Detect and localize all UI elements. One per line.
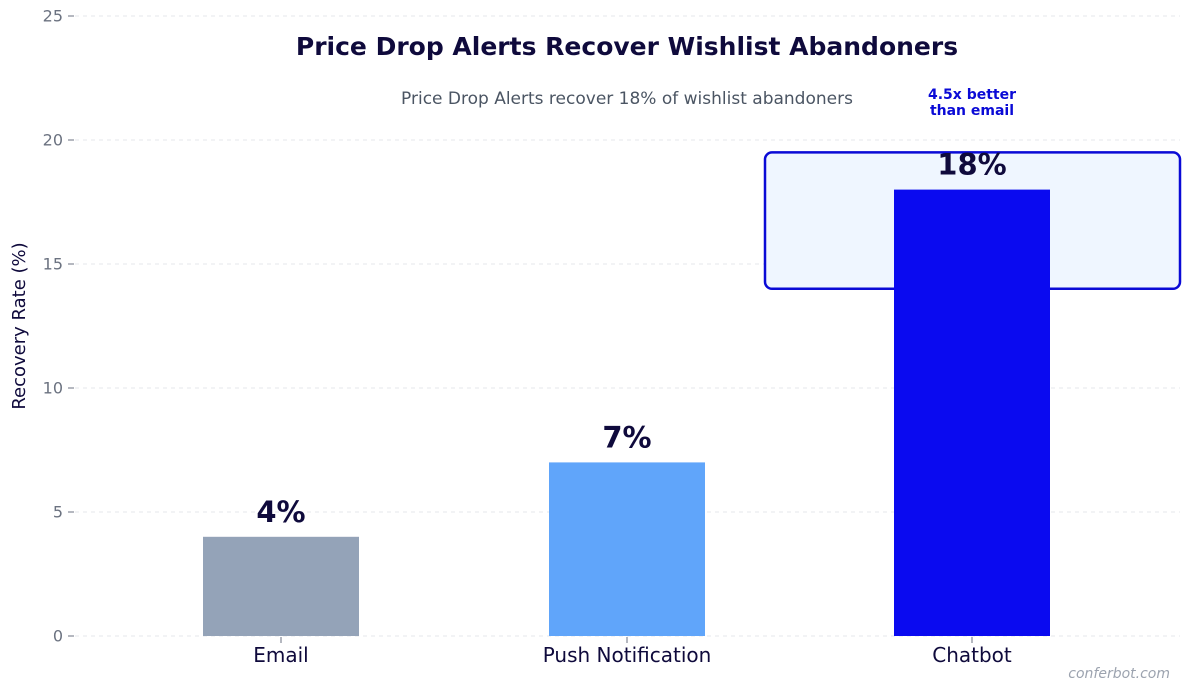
annotation-line-0: 4.5x better [928,87,1016,103]
x-tick-label-email: Email [253,643,309,667]
chart-subtitle: Price Drop Alerts recover 18% of wishlis… [401,89,853,109]
x-axis-ticks: Email Push Notification Chatbot [253,637,1012,667]
y-tick-label-25: 25 [43,7,63,26]
x-tick-label-push-notification: Push Notification [543,643,712,667]
bar-push-notification [549,462,705,636]
value-label-email: 4% [256,495,305,529]
y-axis-label: Recovery Rate (%) [9,242,30,409]
x-tick-label-chatbot: Chatbot [932,643,1012,667]
y-axis-ticks: 0 5 10 15 20 25 [43,7,74,646]
watermark: conferbot.com [1068,666,1170,682]
y-tick-label-5: 5 [53,503,63,522]
bar-chatbot [894,189,1050,636]
y-tick-label-0: 0 [53,627,63,646]
y-tick-label-15: 15 [43,255,63,274]
annotation-line-1: than email [930,103,1014,119]
value-labels: 4% 7% 18% [256,148,1006,529]
chart-title: Price Drop Alerts Recover Wishlist Aband… [296,32,958,61]
y-tick-label-20: 20 [43,131,63,150]
y-tick-label-10: 10 [43,379,63,398]
value-label-chatbot: 18% [937,148,1006,182]
bar-email [203,536,359,636]
value-label-push-notification: 7% [602,420,651,454]
bars [203,189,1050,636]
